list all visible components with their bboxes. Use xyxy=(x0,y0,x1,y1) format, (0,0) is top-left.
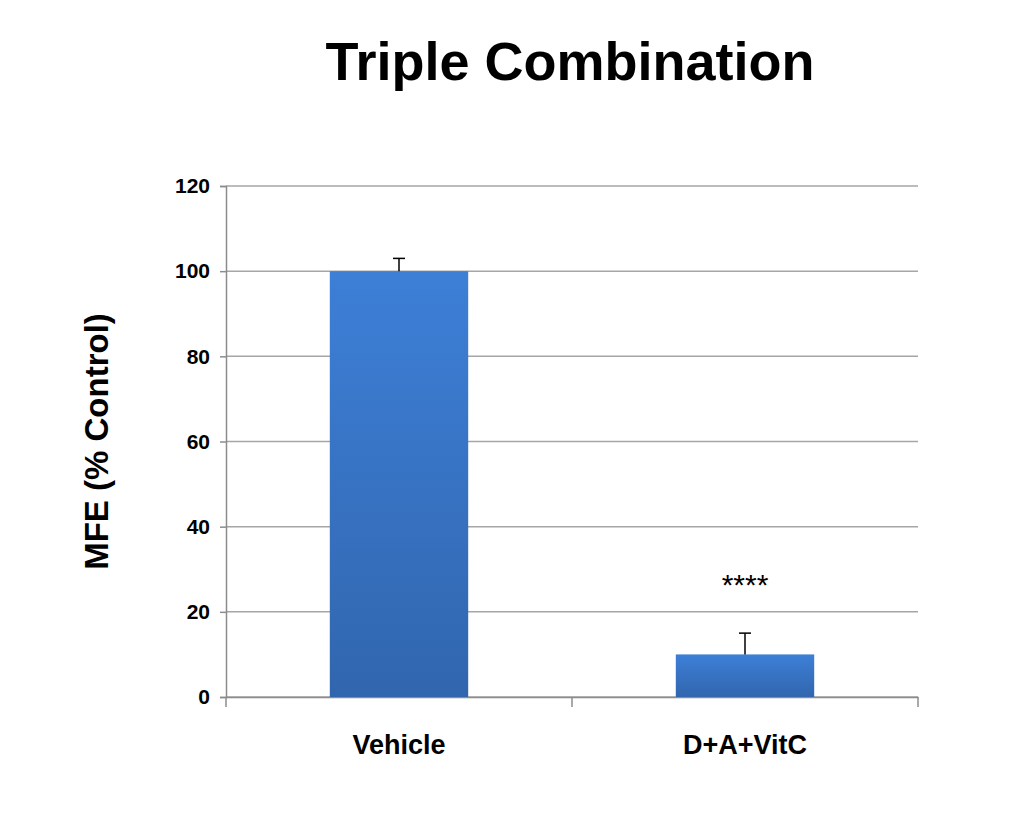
y-tick-label: 40 xyxy=(187,515,210,538)
x-separators xyxy=(226,697,918,707)
bar xyxy=(676,654,814,697)
grid-line xyxy=(226,526,918,528)
y-tick-mark xyxy=(220,186,226,188)
x-separator xyxy=(571,697,573,707)
grid-line xyxy=(226,185,918,187)
grid xyxy=(226,186,918,697)
y-tick: 60 xyxy=(187,430,226,453)
bar xyxy=(330,271,468,697)
y-tick-mark xyxy=(220,526,226,528)
error-bar xyxy=(393,258,405,271)
x-tick: D+A+VitC xyxy=(683,697,807,760)
title: Triple Combination xyxy=(325,31,814,91)
y-tick-mark xyxy=(220,441,226,443)
x-separator xyxy=(917,697,919,707)
y-tick-label: 120 xyxy=(175,174,210,197)
marks xyxy=(330,258,814,697)
y-tick-label: 0 xyxy=(198,685,210,708)
y-tick: 40 xyxy=(187,515,226,538)
x-separator xyxy=(225,697,227,707)
y-axis: 0 20 40 60 80 100 120 xyxy=(175,174,227,708)
y-tick-mark xyxy=(220,271,226,273)
y-tick-mark xyxy=(220,612,226,614)
grid-line xyxy=(226,356,918,358)
y-tick: 0 xyxy=(198,685,226,708)
y-tick-label: 100 xyxy=(175,259,210,282)
x-tick-label: Vehicle xyxy=(352,730,445,760)
y-tick: 100 xyxy=(175,259,226,282)
error-cap xyxy=(739,632,751,634)
y-tick: 80 xyxy=(187,345,226,368)
plot-area: 0 20 40 60 80 100 120 Vehicle D+A+VitC **** xyxy=(175,174,919,760)
y-tick: 120 xyxy=(175,174,226,197)
grid-line xyxy=(226,441,918,443)
error-stem xyxy=(744,633,746,654)
y-axis-title: MFE (% Control) xyxy=(78,313,115,570)
y-tick-mark xyxy=(220,697,226,699)
error-cap xyxy=(393,258,405,260)
grid-line xyxy=(226,611,918,613)
x-tick-label: D+A+VitC xyxy=(683,730,807,760)
grid-line xyxy=(226,270,918,272)
chart: 0 20 40 60 80 100 120 Vehicle D+A+VitC **** Triple… xyxy=(0,0,1020,824)
annotation: **** xyxy=(722,568,769,601)
x-tick: Vehicle xyxy=(352,697,445,760)
y-tick-label: 80 xyxy=(187,345,210,368)
y-axis-line xyxy=(220,187,227,698)
y-tick-label: 60 xyxy=(187,430,210,453)
y-tick-mark xyxy=(220,356,226,358)
error-stem xyxy=(398,258,400,271)
error-bar xyxy=(739,633,751,654)
x-axis: Vehicle D+A+VitC xyxy=(226,697,919,760)
error-bars xyxy=(393,258,751,654)
y-tick: 20 xyxy=(187,600,226,623)
y-tick-label: 20 xyxy=(187,600,210,623)
